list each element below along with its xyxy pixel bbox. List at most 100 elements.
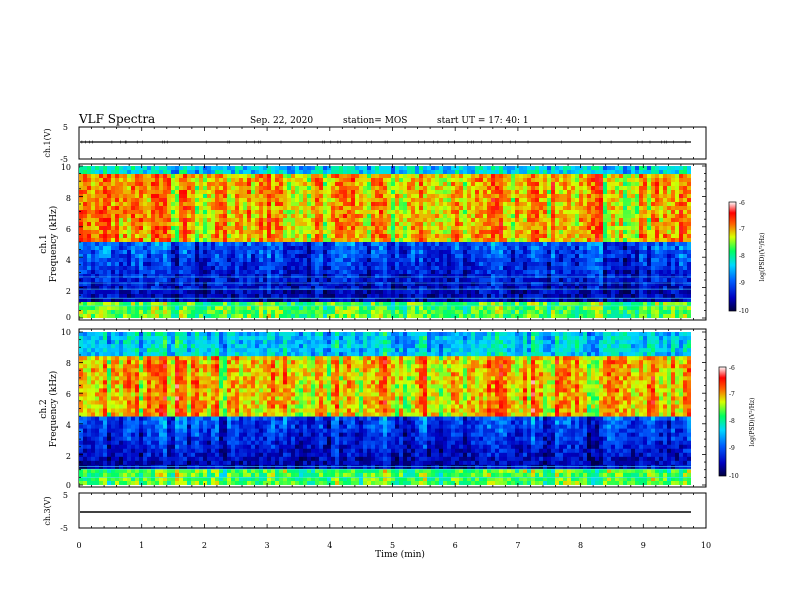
ch1-spectrogram-cell [543, 290, 548, 295]
ch1-spectrogram-cell [583, 274, 588, 279]
ch1-spectrogram-cell [543, 210, 548, 215]
ch1-spectrogram-cell [539, 282, 544, 287]
ch1-spectrogram-cell [535, 262, 540, 267]
ch1-spectrogram-cell [243, 166, 248, 171]
ch1-spectrogram-cell [339, 174, 344, 179]
ch1-spectrogram-cell [239, 222, 244, 227]
ch1-spectrogram-cell [383, 170, 388, 175]
ch1-spectrogram-cell [443, 250, 448, 255]
ch1-spectrogram-cell [535, 178, 540, 183]
ch1-spectrogram-cell [463, 282, 468, 287]
ch1-spectrogram-cell [287, 230, 292, 235]
ch1-spectrogram-cell [543, 234, 548, 239]
ch1-spectrogram-cell [491, 254, 496, 259]
ch1-spectrogram-cell [439, 198, 444, 203]
ch1-spectrogram-cell [515, 210, 520, 215]
ch1-spectrogram-cell [307, 210, 312, 215]
ch1-spectrogram-cell [163, 258, 168, 263]
ch1-spectrogram-cell [191, 182, 196, 187]
ch1-spectrogram-cell [155, 222, 160, 227]
ch1-spectrogram-cell [459, 314, 464, 318]
ch1-spectrogram-cell [307, 314, 312, 318]
ch1-spectrogram-cell [515, 230, 520, 235]
ch1-spectrogram-cell [387, 314, 392, 318]
ch1-spectrogram-cell [483, 298, 488, 303]
ch1-spectrogram-cell [567, 222, 572, 227]
ch1-spectrogram-cell [195, 222, 200, 227]
ch1-spectrogram-cell [411, 202, 416, 207]
ch1-spectrogram-cell [319, 282, 324, 287]
ch1-spectrogram-cell [379, 282, 384, 287]
ch1-spectrogram-cell [479, 242, 484, 247]
ch1-spectrogram-cell [347, 190, 352, 195]
ch1-spectrogram-cell [147, 286, 152, 291]
ch1-spectrogram-cell [399, 190, 404, 195]
ch1-spectrogram-cell [543, 314, 548, 318]
ch1-spectrogram-cell [295, 294, 300, 299]
ch1-spectrogram-cell [443, 254, 448, 259]
ch1-spectrogram-cell [87, 290, 92, 295]
ch1-spectrogram-cell [231, 294, 236, 299]
ch1-spectrogram-cell [339, 298, 344, 303]
ch1-spectrogram-cell [455, 218, 460, 223]
ch1-spectrogram-cell [243, 238, 248, 243]
ch1-spectrogram-cell [139, 286, 144, 291]
ch1-spectrogram-cell [307, 182, 312, 187]
ch1-spectrogram-cell [279, 206, 284, 211]
ch1-spectrogram-cell [247, 258, 252, 263]
ch1-spectrogram-cell [79, 282, 84, 287]
ch1-spectrogram-cell [439, 186, 444, 191]
ch1-spectrogram-cell [159, 230, 164, 235]
ch1-spectrogram-cell [571, 226, 576, 231]
ch1-spectrogram-cell [323, 250, 328, 255]
ch1-spectrogram-cell [307, 178, 312, 183]
ch1-spectrogram-cell [303, 286, 308, 291]
ch1-spectrogram-cell [303, 178, 308, 183]
ch1-spectrogram-cell [587, 258, 592, 263]
ch1-spectrogram-cell [127, 238, 132, 243]
ch1-spectrogram-cell [107, 174, 112, 179]
ch1-spectrogram-cell [451, 258, 456, 263]
ch1-spectrogram-cell [391, 170, 396, 175]
ch1-spectrogram-cell [351, 246, 356, 251]
ch1-spectrogram-cell [239, 290, 244, 295]
ch1-spectrogram-cell [531, 230, 536, 235]
ch1-spectrogram-cell [411, 222, 416, 227]
ch1-spectrogram-cell [467, 258, 472, 263]
ch1-spectrogram-cell [127, 290, 132, 295]
ch1-spectrogram-cell [179, 306, 184, 311]
ch1-spectrogram-cell [543, 214, 548, 219]
ch1-spectrogram-cell [495, 302, 500, 307]
ch1-spectrogram-cell [531, 270, 536, 275]
ch1-spectrogram-cell [279, 202, 284, 207]
ch1-spectrogram-cell [343, 266, 348, 271]
ch1-spectrogram-cell [387, 302, 392, 307]
ch1-spectrogram-cell [251, 298, 256, 303]
ch1-spectrogram-cell [567, 254, 572, 259]
ch1-spectrogram-cell [139, 194, 144, 199]
ch1-spectrogram-cell [175, 198, 180, 203]
ch1-spectrogram-cell [211, 258, 216, 263]
ch1-spectrogram-cell [255, 290, 260, 295]
ch1-spectrogram-cell [543, 190, 548, 195]
ch1-spectrogram-cell [243, 234, 248, 239]
ch1-spectrogram-cell [143, 314, 148, 318]
ch1-spectrogram-cell [487, 202, 492, 207]
ch1-spectrogram-cell [415, 250, 420, 255]
ch1-spectrogram-cell [411, 246, 416, 251]
ch1-spectrogram-cell [511, 230, 516, 235]
ch1-spectrogram-cell [219, 302, 224, 307]
ch1-spectrogram-cell [391, 190, 396, 195]
ch1-spectrogram-cell [447, 282, 452, 287]
ch1-spectrogram-cell [427, 294, 432, 299]
ch1-spectrogram-cell [111, 286, 116, 291]
ch1-spectrogram-cell [507, 218, 512, 223]
ch1-spectrogram-cell [187, 194, 192, 199]
ch1-spectrogram-cell [331, 206, 336, 211]
ch1-spectrogram-cell [303, 170, 308, 175]
ch1-spectrogram-cell [451, 198, 456, 203]
ch1-spectrogram-cell [195, 262, 200, 267]
ch1-spectrogram-cell [135, 170, 140, 175]
ch1-spectrogram-cell [475, 242, 480, 247]
ch1-spectrogram-cell [203, 266, 208, 271]
